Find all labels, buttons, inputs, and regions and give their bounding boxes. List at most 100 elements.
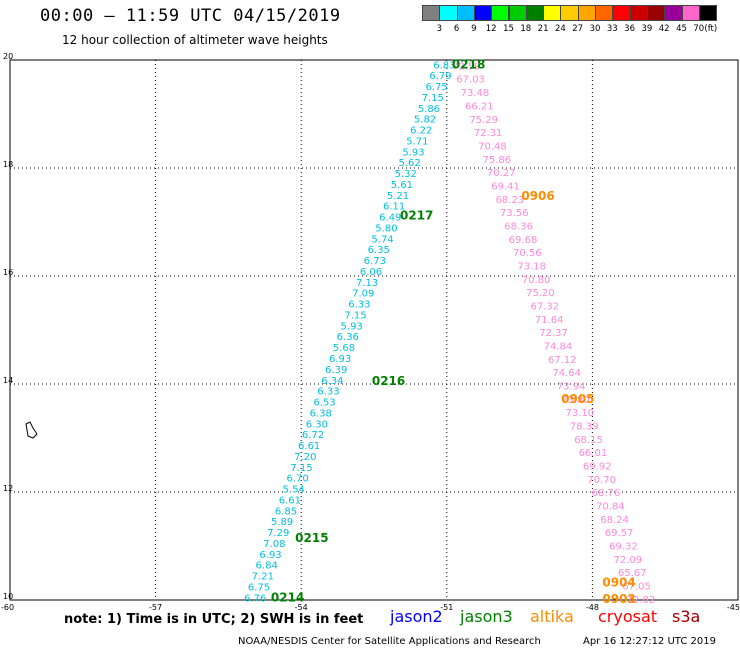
pass-time-label: 0215 [295, 531, 328, 545]
swh-value-blue: 6.30 [306, 419, 328, 430]
swh-value-pink: 74.64 [552, 368, 581, 379]
swh-value-pink: 70.84 [596, 502, 625, 513]
swh-value-blue: 6.79 [429, 71, 451, 82]
swh-value-pink: 67.12 [548, 355, 577, 366]
swh-value-pink: 69.92 [583, 462, 612, 473]
x-tick-label: -60 [1, 603, 14, 612]
swh-value-blue: 6.22 [410, 126, 432, 137]
colorbar-label: 42 [658, 24, 670, 34]
swh-value-blue: 7.13 [356, 278, 378, 289]
swh-value-pink: 67.03 [456, 75, 485, 86]
colorbar-label: 70 [693, 24, 705, 34]
swh-value-blue: 5.93 [341, 321, 363, 332]
x-tick-label: -54 [295, 603, 308, 612]
colorbar-label: 33 [606, 24, 618, 34]
swh-value-blue: 7.09 [352, 289, 374, 300]
swh-value-blue: 6.75 [426, 82, 448, 93]
swh-value-blue: 6.73 [364, 256, 386, 267]
swh-value-blue: 6.06 [360, 267, 382, 278]
swh-value-pink: 69.41 [491, 181, 520, 192]
swh-value-blue: 7.15 [422, 93, 444, 104]
swh-value-blue: 6.33 [348, 300, 370, 311]
colorbar-label: 21 [537, 24, 549, 34]
swh-value-blue: 6.93 [329, 354, 351, 365]
note-text: note: 1) Time is in UTC; 2) SWH is in fe… [64, 612, 364, 627]
swh-value-pink: 67.32 [531, 301, 560, 312]
swh-value-pink: 66.01 [579, 448, 608, 459]
swh-value-blue: 5.21 [387, 191, 409, 202]
swh-value-pink: 67.05 [622, 582, 651, 593]
page-title: 00:00 – 11:59 UTC 04/15/2019 [40, 6, 341, 26]
swh-value-blue: 6.11 [383, 202, 405, 213]
swh-value-blue: 6.53 [313, 398, 335, 409]
swh-value-pink: 69.57 [605, 528, 634, 539]
y-tick-label: 20 [3, 52, 13, 61]
swh-value-blue: 6.75 [248, 582, 270, 593]
swh-value-pink: 68.24 [600, 515, 629, 526]
colorbar-label: 30 [589, 24, 601, 34]
swh-value-blue: 5.71 [406, 136, 428, 147]
colorbar-label: 12 [485, 24, 497, 34]
swh-value-blue: 6.33 [317, 387, 339, 398]
y-tick-label: 16 [3, 268, 13, 277]
swh-value-blue: 7.21 [252, 572, 274, 583]
swh-value-blue: 6.39 [325, 365, 347, 376]
swh-value-pink: 72.82 [627, 595, 656, 606]
pass-time-label: 0217 [400, 209, 433, 223]
swh-value-pink: 72.31 [474, 128, 503, 139]
y-tick-label: 18 [3, 160, 13, 169]
swh-value-blue: 6.70 [286, 474, 308, 485]
legend-cryosat: cryosat [598, 607, 658, 626]
swh-value-pink: 70.56 [513, 248, 542, 259]
swh-value-blue: 5.61 [391, 180, 413, 191]
swh-value-pink: 73.48 [461, 88, 490, 99]
colorbar-label: 45 [676, 24, 687, 34]
swh-value-pink: 68.23 [496, 195, 525, 206]
swh-value-pink: 73.10 [565, 408, 594, 419]
colorbar-label: 36 [624, 24, 636, 34]
swh-value-pink: 68.36 [504, 221, 533, 232]
pass-time-label: 0905 [561, 392, 594, 406]
pass-time-label: 0906 [521, 189, 554, 203]
swh-value-pink: 68.15 [574, 435, 603, 446]
colorbar-unit: (ft) [704, 24, 718, 34]
swh-value-blue: 5.68 [333, 343, 355, 354]
swh-value-pink: 75.20 [526, 288, 555, 299]
swh-value-pink: 70.48 [478, 141, 507, 152]
y-tick-label: 10 [3, 592, 13, 601]
legend-altika: altika [530, 607, 574, 626]
swh-value-blue: 5.32 [395, 169, 417, 180]
swh-value-blue: 5.74 [371, 234, 393, 245]
pass-time-label: 0218 [452, 57, 485, 71]
island-outline [25, 421, 38, 439]
swh-value-pink: 78.39 [570, 422, 599, 433]
swh-value-blue: 7.20 [294, 452, 316, 463]
swh-value-blue: 7.15 [344, 310, 366, 321]
swh-value-blue: 6.72 [302, 430, 324, 441]
swh-value-blue: 6.61 [298, 441, 320, 452]
swh-value-pink: 72.59 [452, 61, 481, 72]
swh-value-pink: 73.18 [517, 261, 546, 272]
swh-value-blue: 5.93 [402, 147, 424, 158]
swh-value-blue: 6.83 [433, 60, 455, 71]
swh-value-pink: 65.67 [618, 568, 647, 579]
x-tick-label: -45 [727, 603, 740, 612]
swh-value-blue: 6.35 [368, 245, 390, 256]
swh-value-pink: 68.76 [592, 488, 621, 499]
swh-value-blue: 6.76 [244, 593, 266, 604]
swh-value-pink: 75.29 [469, 115, 498, 126]
colorbar-label: 27 [572, 24, 584, 34]
swh-value-pink: 71.64 [535, 315, 564, 326]
swh-value-blue: 5.89 [271, 517, 293, 528]
colorbar-label: 39 [641, 24, 653, 34]
y-tick-label: 12 [3, 484, 13, 493]
colorbar-swatch [698, 5, 718, 21]
x-tick-label: -48 [586, 603, 599, 612]
swh-value-pink: 70.27 [487, 168, 516, 179]
pass-time-label: 0216 [372, 374, 405, 388]
credit-text: NOAA/NESDIS Center for Satellite Applica… [238, 636, 541, 647]
y-tick-label: 14 [3, 376, 13, 385]
pass-time-label: 0214 [271, 590, 304, 604]
swh-value-pink: 72.37 [539, 328, 568, 339]
colorbar-label: 18 [520, 24, 532, 34]
